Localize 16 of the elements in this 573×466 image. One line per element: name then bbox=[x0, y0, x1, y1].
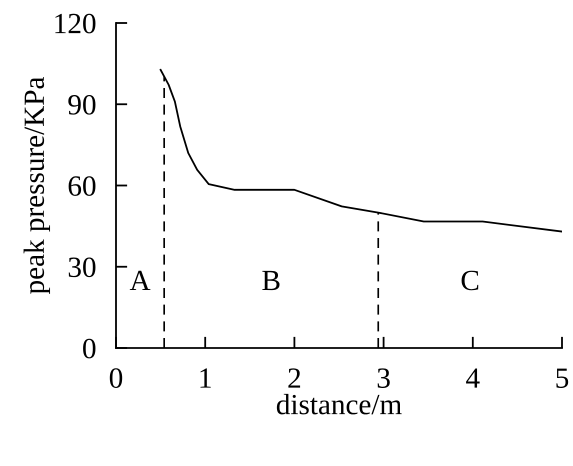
y-axis-title: peak pressure/KPa bbox=[24, 76, 50, 294]
y-tick-label: 30 bbox=[68, 257, 96, 278]
x-tick-label: 1 bbox=[200, 368, 211, 388]
y-tick-label: 60 bbox=[68, 176, 96, 196]
x-tick-label: 2 bbox=[288, 368, 300, 388]
y-tick-label: 90 bbox=[68, 94, 96, 115]
annotation: C bbox=[462, 270, 478, 290]
x-tick-label: 0 bbox=[110, 368, 122, 388]
x-tick-label: 5 bbox=[556, 368, 568, 388]
x-tick-label: 4 bbox=[466, 368, 480, 388]
y-tick-label: 0 bbox=[83, 338, 96, 358]
x-axis-title: distance/m bbox=[276, 394, 402, 414]
x-tick-label: 3 bbox=[378, 368, 390, 388]
y-tick-label: 120 bbox=[55, 14, 96, 34]
annotation: B bbox=[262, 270, 280, 290]
annotation: A bbox=[130, 270, 150, 290]
